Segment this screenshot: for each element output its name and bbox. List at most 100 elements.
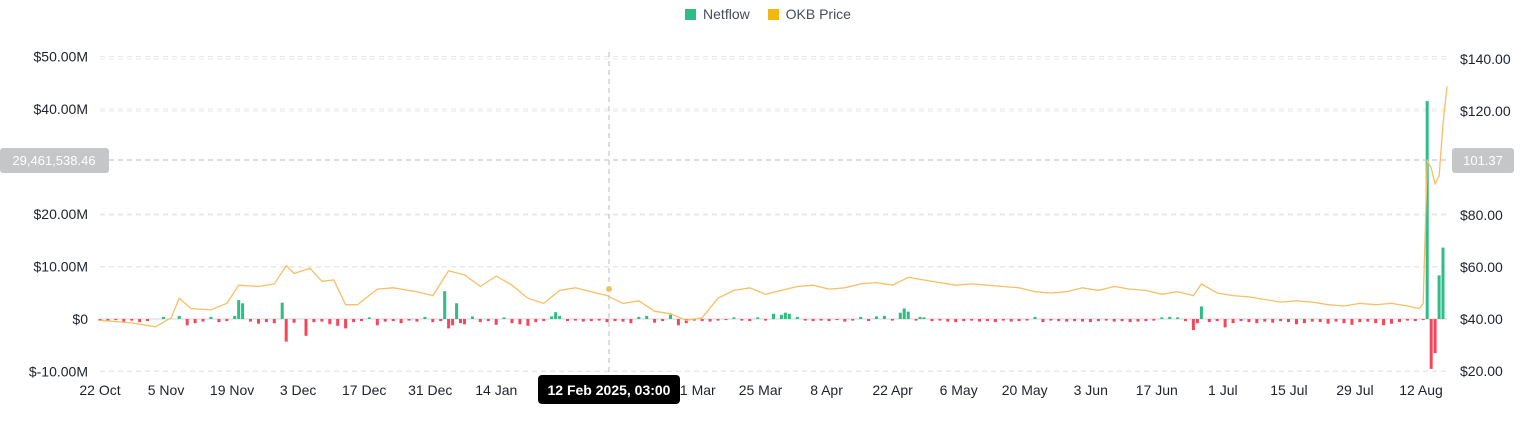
netflow-bar: [764, 319, 768, 321]
netflow-bar: [946, 319, 950, 322]
netflow-bar: [1073, 319, 1077, 322]
netflow-bar: [890, 319, 894, 321]
netflow-bar: [954, 319, 958, 323]
netflow-bar: [193, 319, 197, 324]
netflow-bar: [1195, 319, 1199, 324]
netflow-bar: [138, 319, 142, 323]
legend-item-netflow[interactable]: Netflow: [685, 6, 750, 22]
netflow-bar: [1263, 319, 1267, 322]
netflow-bar: [122, 319, 126, 322]
netflow-bar: [177, 315, 181, 319]
netflow-bar: [1239, 319, 1243, 322]
netflow-bar: [1017, 319, 1021, 322]
netflow-bar: [526, 319, 530, 326]
netflow-bar: [637, 316, 641, 319]
netflow-bar: [510, 319, 514, 324]
crosshair-right-value: 101.37: [1463, 153, 1503, 168]
x-tick-label: 29 Jul: [1336, 382, 1373, 398]
netflow-bar: [391, 319, 395, 322]
netflow-bar: [1247, 319, 1251, 323]
netflow-bar: [783, 312, 787, 319]
okb-price-line: [99, 86, 1448, 328]
netflow-bar: [1144, 319, 1148, 322]
netflow-bar: [1081, 319, 1084, 322]
netflow-bar: [581, 319, 585, 322]
netflow-bar: [542, 319, 546, 322]
netflow-bar: [732, 317, 736, 319]
x-tick-label: 1 Jul: [1208, 382, 1238, 398]
netflow-bar: [918, 316, 922, 319]
netflow-bar: [1128, 319, 1132, 323]
netflow-bar: [1382, 319, 1386, 326]
netflow-bar: [906, 311, 910, 319]
netflow-bar: [867, 319, 871, 322]
netflow-bar: [902, 308, 906, 319]
netflow-bar: [843, 319, 847, 322]
netflow-bar: [914, 319, 918, 321]
netflow-bar: [589, 319, 593, 322]
netflow-bar: [344, 319, 348, 329]
netflow-bar: [1405, 319, 1409, 321]
netflow-bar: [1104, 319, 1108, 321]
legend-label-okb-price: OKB Price: [785, 6, 851, 22]
netflow-bar: [1425, 101, 1429, 319]
netflow-bar: [486, 319, 490, 322]
left-y-tick-label: $0: [72, 311, 88, 327]
netflow-bar: [201, 319, 205, 322]
netflow-bar: [558, 315, 562, 319]
netflow-bar: [1191, 319, 1195, 330]
netflow-bar: [1413, 319, 1417, 322]
x-axis: 22 Oct 5 Nov 19 Nov 3 Dec 17 Dec 31 Dec 14 Jan…: [79, 382, 1442, 398]
netflow-bar: [645, 315, 649, 319]
netflow-bar: [827, 319, 831, 322]
netflow-bar: [225, 319, 229, 322]
left-y-tick-label: $20.00M: [34, 206, 88, 222]
netflow-bar: [494, 319, 498, 325]
x-tick-label: 8 Apr: [810, 382, 843, 398]
x-tick-label: 20 May: [1002, 382, 1048, 398]
right-y-tick-label: $40.00: [1460, 311, 1503, 327]
netflow-bar: [423, 316, 427, 319]
netflow-bar: [621, 319, 625, 322]
grid-lines: [100, 56, 1447, 372]
netflow-bar: [328, 319, 332, 325]
crosshair-price-dot: [606, 286, 612, 292]
right-y-tick-label: $120.00: [1460, 103, 1511, 119]
x-tick-label: 5 Nov: [148, 382, 185, 398]
netflow-bar: [554, 312, 558, 319]
netflow-bar: [280, 302, 284, 319]
netflow-bar: [1025, 319, 1029, 321]
netflow-bar: [795, 316, 799, 319]
netflow-bar: [1231, 319, 1235, 324]
netflow-bar: [676, 319, 680, 326]
netflow-bar: [1120, 319, 1124, 322]
netflow-bar: [455, 303, 459, 320]
netflow-bar: [653, 319, 657, 323]
netflow-bar: [383, 319, 387, 322]
netflow-bar: [272, 319, 276, 324]
netflow-bar: [1168, 316, 1172, 319]
netflow-bar: [1057, 319, 1061, 322]
netflow-bar: [1152, 319, 1156, 321]
netflow-bar: [1326, 319, 1330, 324]
x-tick-label: 14 Jan: [475, 382, 517, 398]
netflow-bar: [1342, 319, 1346, 324]
netflow-bar: [1176, 317, 1180, 319]
netflow-bar: [938, 319, 942, 321]
netflow-bar: [1001, 319, 1005, 321]
legend-item-okb-price[interactable]: OKB Price: [767, 6, 851, 22]
netflow-bar: [320, 319, 324, 322]
netflow-bar: [352, 319, 356, 323]
netflow-bar: [629, 319, 633, 324]
x-tick-label: 22 Oct: [79, 382, 120, 398]
netflow-bar: [898, 312, 902, 319]
netflow-bar: [803, 319, 807, 321]
netflow-bar: [375, 319, 379, 326]
x-tick-label: 3 Dec: [280, 382, 317, 398]
netflow-swatch-icon: [685, 8, 697, 20]
netflow-bar: [459, 319, 462, 324]
crosshair-left-badge: [0, 148, 109, 173]
netflow-bar: [1374, 319, 1378, 324]
netflow-bar: [463, 319, 466, 325]
